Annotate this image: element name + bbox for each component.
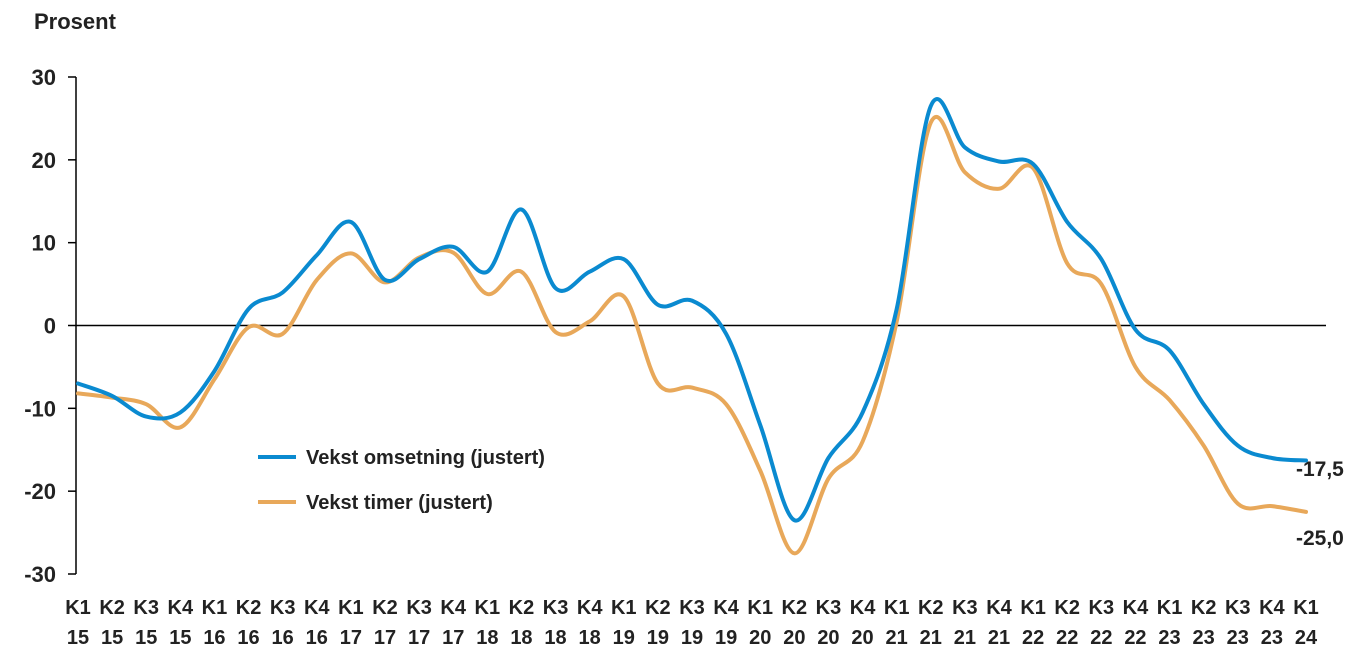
x-tick-label-quarter: K2 [1054, 597, 1080, 619]
x-tick-label-year: 21 [920, 627, 942, 649]
x-tick-label-year: 22 [1124, 627, 1146, 649]
x-tick-label-quarter: K2 [645, 597, 671, 619]
x-tick-label-year: 17 [340, 627, 362, 649]
x-tick-label-quarter: K3 [1225, 597, 1251, 619]
x-tick-label-quarter: K4 [1123, 597, 1149, 619]
x-tick-label-quarter: K4 [168, 597, 194, 619]
x-tick-label-quarter: K3 [406, 597, 432, 619]
x-tick-label-year: 19 [681, 627, 703, 649]
x-tick-label-year: 24 [1295, 627, 1318, 649]
x-tick-label-year: 15 [101, 627, 123, 649]
x-tick-label-year: 20 [817, 627, 839, 649]
x-tick-label-quarter: K2 [509, 597, 535, 619]
x-tick-label-quarter: K1 [1020, 597, 1046, 619]
x-tick-label-quarter: K1 [475, 597, 501, 619]
x-tick-label-quarter: K3 [133, 597, 159, 619]
x-tick-label-year: 15 [169, 627, 191, 649]
y-tick-label: -30 [24, 562, 56, 587]
x-tick-label-year: 16 [237, 627, 259, 649]
x-tick-label-year: 15 [135, 627, 157, 649]
x-tick-label-year: 20 [749, 627, 771, 649]
x-tick-label-quarter: K4 [1259, 597, 1285, 619]
x-tick-label-quarter: K3 [1089, 597, 1115, 619]
x-tick-label-quarter: K3 [679, 597, 705, 619]
x-tick-label-quarter: K3 [543, 597, 569, 619]
x-tick-label-year: 16 [203, 627, 225, 649]
x-tick-label-quarter: K2 [236, 597, 262, 619]
end-label-timer: -25,0 [1296, 527, 1344, 550]
end-label-omsetning: -17,5 [1296, 458, 1344, 481]
series-line-timer [76, 114, 1308, 556]
x-tick-label-year: 23 [1158, 627, 1180, 649]
x-tick-label-year: 22 [1056, 627, 1078, 649]
x-tick-label-quarter: K1 [747, 597, 773, 619]
y-axis-ticks: 30 20 10 0 -10 -20 -30 [24, 65, 76, 587]
x-tick-label-year: 18 [579, 627, 601, 649]
x-tick-label-year: 22 [1090, 627, 1112, 649]
x-tick-label-year: 15 [67, 627, 89, 649]
x-tick-label-quarter: K2 [99, 597, 125, 619]
x-tick-label-year: 22 [1022, 627, 1044, 649]
y-tick-label: 30 [32, 65, 56, 90]
x-tick-label-quarter: K2 [918, 597, 944, 619]
y-axis-title: Prosent [34, 9, 117, 34]
x-tick-label-year: 21 [886, 627, 908, 649]
x-tick-label-year: 19 [613, 627, 635, 649]
x-tick-label-quarter: K4 [440, 597, 466, 619]
x-tick-label-quarter: K4 [304, 597, 330, 619]
x-tick-label-quarter: K1 [1293, 597, 1319, 619]
x-tick-label-year: 21 [954, 627, 976, 649]
x-tick-label-quarter: K3 [952, 597, 978, 619]
y-tick-label: -20 [24, 479, 56, 504]
x-tick-label-year: 19 [715, 627, 737, 649]
x-tick-label-quarter: K4 [713, 597, 739, 619]
x-tick-label-quarter: K2 [782, 597, 808, 619]
x-tick-label-year: 16 [306, 627, 328, 649]
x-tick-label-year: 23 [1261, 627, 1283, 649]
x-tick-label-quarter: K1 [338, 597, 364, 619]
series-lines [76, 97, 1308, 556]
x-tick-label-quarter: K1 [611, 597, 637, 619]
y-tick-label: -10 [24, 396, 56, 421]
x-tick-label-year: 18 [544, 627, 566, 649]
x-tick-label-quarter: K1 [202, 597, 228, 619]
x-tick-label-year: 20 [851, 627, 873, 649]
legend-label-timer: Vekst timer (justert) [306, 492, 493, 514]
x-tick-label-quarter: K2 [372, 597, 398, 619]
x-tick-label-year: 18 [510, 627, 532, 649]
x-tick-label-year: 18 [476, 627, 498, 649]
x-tick-label-year: 23 [1193, 627, 1215, 649]
legend-label-omsetning: Vekst omsetning (justert) [306, 447, 545, 469]
x-tick-label-year: 21 [988, 627, 1010, 649]
x-tick-label-year: 23 [1227, 627, 1249, 649]
x-tick-label-quarter: K4 [986, 597, 1012, 619]
x-tick-label-year: 17 [408, 627, 430, 649]
y-tick-label: 0 [44, 314, 56, 339]
legend: Vekst omsetning (justert) Vekst timer (j… [258, 447, 545, 514]
x-tick-label-quarter: K1 [65, 597, 91, 619]
series-line-omsetning [76, 97, 1308, 523]
x-tick-label-quarter: K2 [1191, 597, 1217, 619]
x-tick-label-year: 20 [783, 627, 805, 649]
x-tick-label-year: 17 [442, 627, 464, 649]
x-tick-label-year: 17 [374, 627, 396, 649]
y-tick-label: 10 [32, 231, 56, 256]
x-tick-label-quarter: K3 [816, 597, 842, 619]
x-tick-label-quarter: K3 [270, 597, 296, 619]
x-tick-label-quarter: K4 [577, 597, 603, 619]
x-tick-label-year: 19 [647, 627, 669, 649]
x-tick-label-year: 16 [272, 627, 294, 649]
x-tick-label-quarter: K4 [850, 597, 876, 619]
y-tick-label: 20 [32, 148, 56, 173]
x-axis-ticks: K1 K2 K3 K4 K1 K2 K3 K4 K1 K2 K3 K4 K1 K2 K3 K4 K1 K2 K3 K4… [65, 597, 1319, 649]
x-tick-label-quarter: K1 [884, 597, 910, 619]
x-tick-label-quarter: K1 [1157, 597, 1183, 619]
